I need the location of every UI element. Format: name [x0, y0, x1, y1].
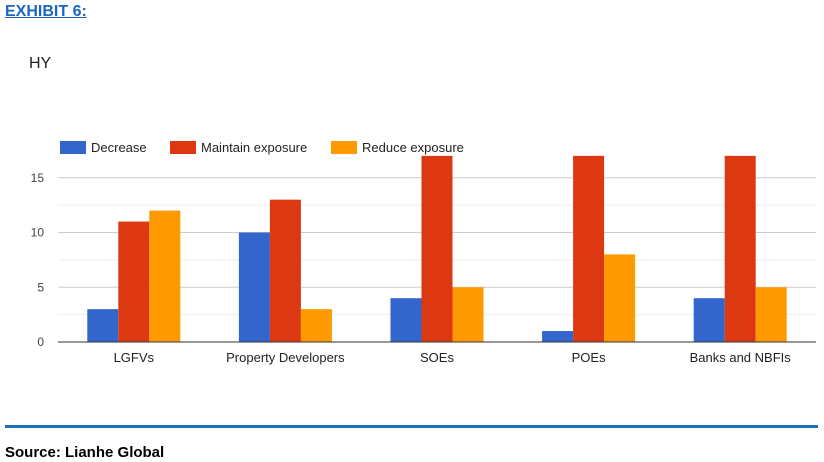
bar-maintain-exposure	[421, 155, 453, 342]
legend-label: Decrease	[91, 140, 147, 155]
y-tick-label: 5	[37, 280, 44, 294]
bar-maintain-exposure	[118, 221, 150, 342]
legend-label: Reduce exposure	[362, 140, 464, 155]
chart-title: HY	[29, 55, 52, 72]
y-tick-label: 10	[31, 226, 45, 240]
legend-swatch	[331, 141, 357, 154]
bar-chart: 0 5 10 15 LGFVs Property Developers SOEs POEs Ba…	[31, 140, 816, 365]
legend-label: Maintain exposure	[201, 140, 307, 155]
y-tick-label: 15	[31, 171, 45, 185]
bar-decrease	[87, 309, 119, 342]
bar-reduce-exposure	[149, 210, 181, 342]
bar-reduce-exposure	[604, 254, 636, 342]
x-category-label: Banks and NBFIs	[690, 350, 792, 365]
legend-swatch	[170, 141, 196, 154]
exhibit-label: EXHIBIT 6:	[5, 3, 87, 20]
bar-reduce-exposure	[300, 309, 332, 342]
source-note: Source: Lianhe Global	[5, 444, 165, 461]
x-category-label: SOEs	[420, 350, 454, 365]
bar-decrease	[238, 232, 270, 342]
bar-decrease	[542, 331, 574, 342]
bar-decrease	[390, 298, 422, 342]
divider-rule	[5, 425, 818, 428]
x-category-label: POEs	[572, 350, 606, 365]
bar-maintain-exposure	[269, 199, 301, 342]
bar-reduce-exposure	[755, 287, 787, 342]
bar-decrease	[693, 298, 725, 342]
y-tick-label: 0	[37, 335, 44, 349]
bar-reduce-exposure	[452, 287, 484, 342]
legend-swatch	[60, 141, 86, 154]
bar-maintain-exposure	[573, 155, 605, 342]
bar-maintain-exposure	[724, 155, 756, 342]
x-category-label: LGFVs	[114, 350, 155, 365]
x-category-label: Property Developers	[226, 350, 345, 365]
